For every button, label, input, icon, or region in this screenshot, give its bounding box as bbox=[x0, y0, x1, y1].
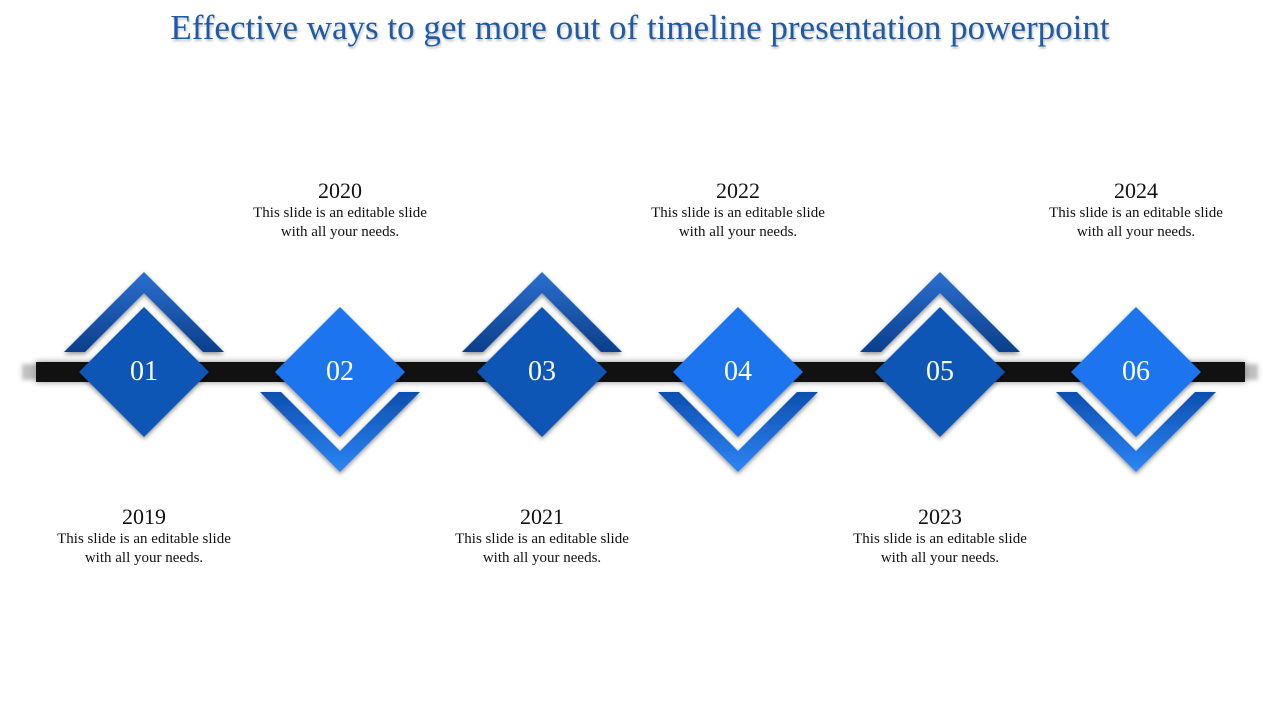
step-06-desc-line1: This slide is an editable slide bbox=[1049, 205, 1223, 221]
step-02-diamond bbox=[275, 307, 405, 437]
step-05-number: 05 bbox=[926, 356, 954, 387]
step-02-number: 02 bbox=[326, 356, 354, 387]
step-04-caption: 2022 This slide is an editable slide wit… bbox=[618, 178, 858, 242]
step-01-chevron bbox=[64, 272, 224, 352]
step-03-caption: 2021 This slide is an editable slide wit… bbox=[422, 504, 662, 568]
step-05-diamond bbox=[875, 307, 1005, 437]
step-01-desc-line2: with all your needs. bbox=[84, 550, 204, 566]
step-05-year: 2023 bbox=[918, 504, 962, 529]
step-05-caption: 2023 This slide is an editable slide wit… bbox=[820, 504, 1060, 568]
step-01-year: 2019 bbox=[122, 504, 166, 529]
step-03-diamond bbox=[477, 307, 607, 437]
timeline-bar-cap-left bbox=[22, 364, 36, 380]
slide-title: Effective ways to get more out of timeli… bbox=[170, 8, 1110, 47]
step-02-desc-line1: This slide is an editable slide bbox=[253, 205, 427, 221]
step-05-marker bbox=[860, 272, 1020, 437]
step-03-marker bbox=[462, 272, 622, 437]
step-04-diamond bbox=[673, 307, 803, 437]
step-05-desc-line2: with all your needs. bbox=[880, 550, 1000, 566]
step-03-chevron bbox=[462, 272, 622, 352]
step-06-number: 06 bbox=[1122, 356, 1150, 387]
step-01-diamond bbox=[79, 307, 209, 437]
step-03-year: 2021 bbox=[520, 504, 564, 529]
timeline-bar-cap-right bbox=[1244, 364, 1258, 380]
step-01-desc-line1: This slide is an editable slide bbox=[57, 531, 231, 547]
step-04-desc-line1: This slide is an editable slide bbox=[651, 205, 825, 221]
step-01-number: 01 bbox=[130, 356, 158, 387]
step-05-desc-line1: This slide is an editable slide bbox=[853, 531, 1027, 547]
step-01-caption: 2019 This slide is an editable slide wit… bbox=[24, 504, 264, 568]
step-05-chevron bbox=[860, 272, 1020, 352]
step-04-marker bbox=[658, 307, 818, 472]
step-02-desc-line2: with all your needs. bbox=[280, 224, 400, 240]
step-06-marker bbox=[1056, 307, 1216, 472]
step-03-number: 03 bbox=[528, 356, 556, 387]
step-03-desc-line1: This slide is an editable slide bbox=[455, 531, 629, 547]
step-06-caption: 2024 This slide is an editable slide wit… bbox=[1016, 178, 1256, 242]
step-06-diamond bbox=[1071, 307, 1201, 437]
step-04-chevron bbox=[658, 392, 818, 472]
step-04-desc-line2: with all your needs. bbox=[678, 224, 798, 240]
step-03-desc-line2: with all your needs. bbox=[482, 550, 602, 566]
step-02-chevron bbox=[260, 392, 420, 472]
step-06-chevron bbox=[1056, 392, 1216, 472]
step-04-number: 04 bbox=[724, 356, 752, 387]
step-02-marker bbox=[260, 307, 420, 472]
step-01-marker bbox=[64, 272, 224, 437]
step-02-caption: 2020 This slide is an editable slide wit… bbox=[220, 178, 460, 242]
step-06-desc-line2: with all your needs. bbox=[1076, 224, 1196, 240]
step-06-year: 2024 bbox=[1114, 178, 1158, 203]
step-04-year: 2022 bbox=[716, 178, 760, 203]
step-02-year: 2020 bbox=[318, 178, 362, 203]
